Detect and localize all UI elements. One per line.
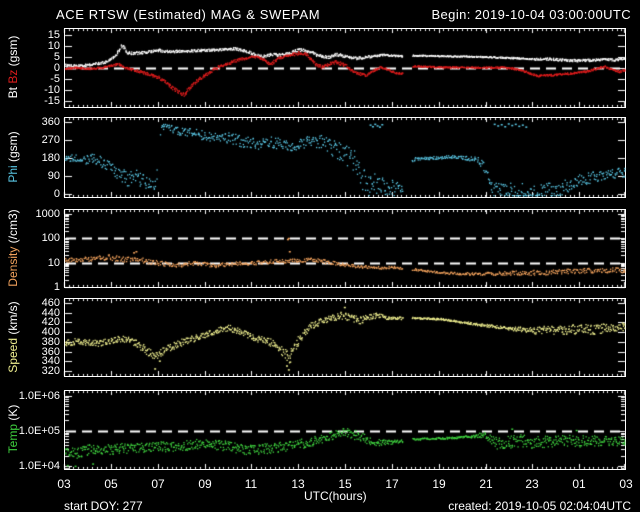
footer-created: created: 2019-10-05 02:04:04UTC [448,499,631,512]
x-tick-label: 03 [619,477,633,491]
axis-label-part: Speed [6,337,20,373]
y-axis-label-bt_bz: Bt Bz (gsm) [6,2,20,132]
axis-label-part: (km/s) [6,301,20,338]
x-tick-label: 01 [572,477,586,491]
x-tick-label: 07 [151,477,165,491]
y-tick-label: 10 [47,40,60,52]
axis-label-part: (/cm3) [6,209,20,247]
y-tick-label: 420 [41,316,60,328]
y-tick-label: 1000 [35,208,60,220]
y-tick-label: 270 [41,134,60,146]
y-tick-label: 5 [53,51,60,63]
y-tick-label: 360 [41,116,60,128]
y-axis-label-temp: Temp (K) [6,364,20,494]
begin-timestamp: Begin: 2019-10-04 03:00:00UTC [431,7,631,22]
y-tick-label: 340 [41,355,60,367]
panel-phi [64,117,626,198]
axis-label-part: Bt [6,87,20,99]
x-tick-label: 21 [479,477,493,491]
y-tick-label: 15 [47,29,60,41]
y-tick-label: 0 [53,62,60,74]
y-tick-label: 90 [47,170,60,182]
x-tick-label: 11 [244,477,258,491]
axis-label-part: Phi [6,165,20,183]
y-axis-label-phi: Phi (gsm) [6,92,20,222]
x-tick-label: 09 [198,477,212,491]
axis-label-part: (K) [6,404,20,424]
y-tick-label: 180 [41,152,60,164]
axis-label-part: Temp [6,424,20,454]
x-tick-label: 17 [385,477,399,491]
y-tick-label: 320 [41,365,60,377]
panel-speed [64,298,626,377]
axis-label-part: Density [6,246,20,287]
y-tick-label: 1.0E+06 [18,390,60,402]
y-tick-label: -10 [44,84,60,96]
x-axis-title: UTC(hours) [304,489,367,503]
y-tick-label: -5 [50,73,60,85]
y-tick-label: 380 [41,336,60,348]
footer-start-doy: start DOY: 277 [64,499,143,512]
y-tick-label: 400 [41,326,60,338]
y-tick-label: 100 [41,232,60,244]
y-tick-label: 1.0E+04 [18,460,60,472]
y-tick-label: -15 [44,95,60,107]
axis-label-part: Bz [6,69,20,87]
x-tick-label: 19 [432,477,446,491]
y-tick-label: 1 [53,281,60,293]
y-tick-label: 440 [41,307,60,319]
y-axis-label-density: Density (/cm3) [6,183,20,313]
y-tick-label: 10 [47,257,60,269]
x-tick-label: 03 [57,477,71,491]
panel-density [64,209,626,288]
x-tick-label: 05 [104,477,118,491]
x-tick-label: 23 [525,477,539,491]
panel-bt-bz [64,28,626,108]
y-tick-label: 460 [41,297,60,309]
plot-title: ACE RTSW (Estimated) MAG & SWEPAM [56,7,321,22]
y-tick-label: 0 [53,188,60,200]
axis-label-part: (gsm) [6,35,20,70]
axis-label-part: (gsm) [6,131,20,166]
y-tick-label: 1.0E+05 [18,425,60,437]
y-tick-label: 360 [41,346,60,358]
y-axis-label-speed: Speed (km/s) [6,272,20,402]
panel-temp [64,390,626,470]
